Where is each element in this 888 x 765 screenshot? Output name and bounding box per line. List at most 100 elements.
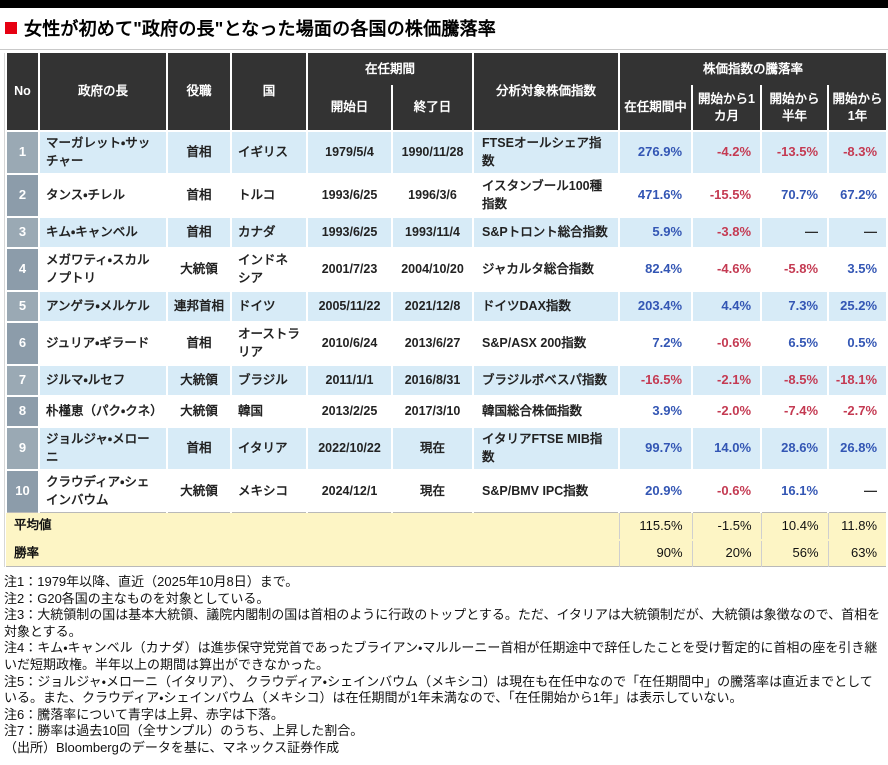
perf-6months: -13.5% [760, 130, 829, 174]
red-square-bullet-icon [5, 22, 17, 34]
avg-1month: -1.5% [691, 512, 762, 540]
perf-1year: -2.7% [827, 395, 887, 427]
perf-during-term: 82.4% [618, 247, 693, 291]
perf-1month: -4.6% [691, 247, 762, 291]
source-line: （出所）Bloombergのデータを基に、マネックス証券作成 [4, 739, 340, 755]
stock-index-name: FTSEオールシェア指数 [472, 130, 620, 174]
table-header: No 政府の長 役職 国 在任期間 分析対象株価指数 株価指数の騰落率 開始日 … [5, 53, 887, 131]
avg-6months: 10.4% [760, 512, 829, 540]
perf-6months: — [760, 216, 829, 248]
perf-1year: 3.5% [827, 247, 887, 291]
position: 首相 [166, 321, 231, 365]
data-table-container: No 政府の長 役職 国 在任期間 分析対象株価指数 株価指数の騰落率 開始日 … [4, 53, 887, 567]
avg-during-term: 115.5% [618, 512, 693, 540]
end-date: 1990/11/28 [390, 130, 474, 174]
position: 大統領 [166, 247, 231, 291]
stock-index-name: イタリアFTSE MIB指数 [472, 426, 620, 470]
perf-1month: -2.1% [691, 364, 762, 396]
perf-1month: -3.8% [691, 216, 762, 248]
col-header-1year: 開始から1年 [827, 85, 887, 131]
leader-name: ジュリア・ギラード [38, 321, 167, 365]
perf-1year: -8.3% [827, 130, 887, 174]
perf-1month: -4.2% [691, 130, 762, 174]
top-border-strip [0, 0, 888, 8]
country: カナダ [230, 216, 307, 248]
position: 大統領 [166, 395, 231, 427]
win-rate-label: 勝率 [6, 538, 620, 567]
country: トルコ [230, 173, 307, 217]
perf-6months: 28.6% [760, 426, 829, 470]
country: メキシコ [230, 469, 307, 513]
position: 首相 [166, 216, 231, 248]
average-row: 平均値 115.5% -1.5% 10.4% 11.8% [6, 512, 887, 540]
stock-index-name: S&P/ASX 200指数 [472, 321, 620, 365]
row-number: 2 [5, 173, 39, 217]
row-number: 10 [5, 469, 39, 513]
perf-during-term: 20.9% [618, 469, 693, 513]
winrate-6months: 56% [760, 538, 829, 567]
perf-during-term: 7.2% [618, 321, 693, 365]
footnote-7: 注7：勝率は過去10回（全サンプル）のうち、上昇した割合。 [4, 723, 364, 739]
row-number: 4 [5, 247, 39, 291]
footnote-6: 注6：騰落率について青字は上昇、赤字は下落。 [4, 706, 284, 722]
position: 首相 [166, 130, 231, 174]
perf-1month: 14.0% [691, 426, 762, 470]
perf-during-term: 276.9% [618, 130, 693, 174]
table-body: 1 マーガレット・サッチャー 首相 イギリス 1979/5/4 1990/11/… [5, 130, 887, 513]
col-header-6months: 開始から半年 [760, 85, 829, 131]
perf-1month: -2.0% [691, 395, 762, 427]
col-group-performance: 株価指数の騰落率 [618, 53, 887, 85]
average-label: 平均値 [6, 512, 620, 540]
row-number: 1 [5, 130, 39, 174]
end-date: 2021/12/8 [390, 290, 474, 322]
perf-1month: 4.4% [691, 290, 762, 322]
country: インドネシア [230, 247, 307, 291]
perf-during-term: 5.9% [618, 216, 693, 248]
perf-during-term: 471.6% [618, 173, 693, 217]
footnote-1: 注1：1979年以降、直近（2025年10月8日）まで。 [4, 574, 299, 589]
col-header-leader: 政府の長 [38, 53, 167, 131]
footnote-5: 注5：ジョルジャ・メローニ（イタリア）、 クラウディア・シェインバウム（メキシコ… [4, 673, 873, 706]
col-header-index: 分析対象株価指数 [472, 53, 620, 131]
leader-name: クラウディア・シェインバウム [38, 469, 167, 513]
perf-1month: -0.6% [691, 469, 762, 513]
perf-1year: -18.1% [827, 364, 887, 396]
win-rate-row: 勝率 90% 20% 56% 63% [6, 538, 887, 567]
perf-6months: -8.5% [760, 364, 829, 396]
row-number: 6 [5, 321, 39, 365]
stock-index-name: 韓国総合株価指数 [472, 395, 620, 427]
perf-during-term: 3.9% [618, 395, 693, 427]
start-date: 2024/12/1 [306, 469, 392, 513]
leader-name: ジルマ・ルセフ [38, 364, 167, 396]
col-header-end-date: 終了日 [390, 85, 474, 131]
leader-name: アンゲラ・メルケル [38, 290, 167, 322]
table-row: 7 ジルマ・ルセフ 大統領 ブラジル 2011/1/1 2016/8/31 ブラ… [5, 364, 887, 396]
perf-6months: 6.5% [760, 321, 829, 365]
position: 連邦首相 [166, 290, 231, 322]
position: 大統領 [166, 469, 231, 513]
perf-6months: 7.3% [760, 290, 829, 322]
leader-name: キム・キャンベル [38, 216, 167, 248]
start-date: 2011/1/1 [306, 364, 392, 396]
perf-during-term: 203.4% [618, 290, 693, 322]
end-date: 2016/8/31 [390, 364, 474, 396]
perf-during-term: 99.7% [618, 426, 693, 470]
perf-1year: — [827, 216, 887, 248]
end-date: 1993/11/4 [390, 216, 474, 248]
perf-6months: -5.8% [760, 247, 829, 291]
leader-name: ジョルジャ・メローニ [38, 426, 167, 470]
col-header-start-date: 開始日 [306, 85, 392, 131]
row-number: 3 [5, 216, 39, 248]
position: 大統領 [166, 364, 231, 396]
perf-during-term: -16.5% [618, 364, 693, 396]
position: 首相 [166, 426, 231, 470]
table-row: 3 キム・キャンベル 首相 カナダ 1993/6/25 1993/11/4 S&… [5, 216, 887, 248]
col-group-term: 在任期間 [305, 53, 474, 85]
table-row: 9 ジョルジャ・メローニ 首相 イタリア 2022/10/22 現在 イタリアF… [5, 426, 887, 470]
col-header-during-term: 在任期間中 [618, 85, 693, 131]
page-title: 女性が初めて"政府の長"となった場面の各国の株価騰落率 [24, 19, 496, 39]
perf-6months: 16.1% [760, 469, 829, 513]
start-date: 2022/10/22 [306, 426, 392, 470]
col-header-country: 国 [230, 53, 307, 131]
